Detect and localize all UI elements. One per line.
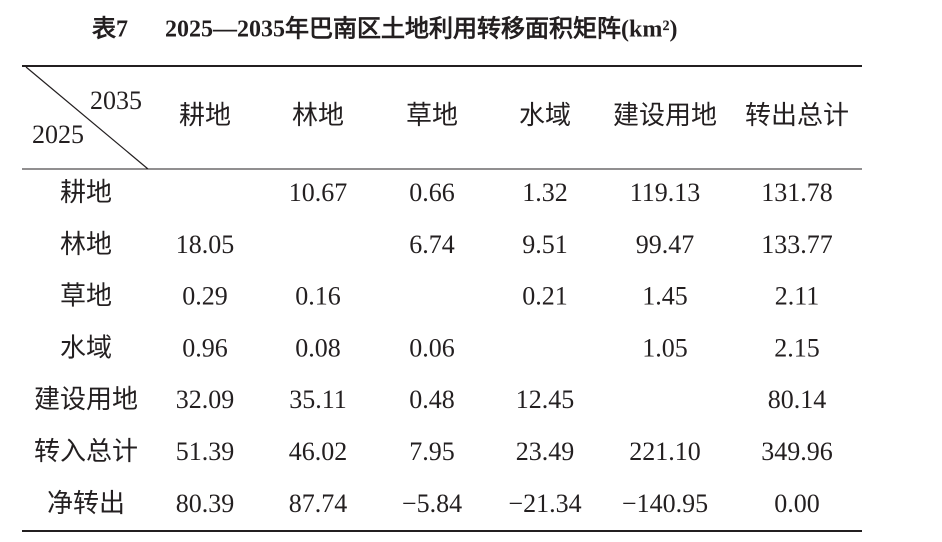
column-header: 草地 (406, 101, 458, 130)
table-cell: 0.06 (409, 333, 455, 362)
table-cell: 99.47 (636, 230, 695, 259)
table-cell: 87.74 (289, 489, 348, 518)
table-cell: 0.96 (182, 333, 228, 362)
row-header: 水域 (60, 333, 112, 362)
table-cell: 32.09 (176, 385, 235, 414)
row-header: 净转出 (47, 489, 125, 518)
table-cell: 7.95 (409, 437, 455, 466)
column-header: 建设用地 (613, 101, 717, 130)
table-cell: 221.10 (629, 437, 701, 466)
table-title: 2025—2035年巴南区土地利用转移面积矩阵(km²) (165, 15, 678, 43)
table-cell: 80.14 (768, 385, 827, 414)
table-cell: 6.74 (409, 230, 455, 259)
table-cell: −21.34 (508, 489, 581, 518)
corner-row-year: 2025 (32, 120, 84, 149)
column-header: 转出总计 (745, 101, 849, 130)
table-cell: 1.45 (642, 282, 688, 311)
table-cell: 1.32 (522, 178, 568, 207)
table-cell: 23.49 (516, 437, 575, 466)
table-cell: 2.15 (774, 333, 820, 362)
row-header: 耕地 (60, 178, 112, 207)
table-cell: 133.77 (761, 230, 833, 259)
table-cell: 0.08 (295, 333, 341, 362)
table-cell: 119.13 (630, 178, 701, 207)
table-label: 表7 (92, 16, 128, 43)
table-cell: 0.29 (182, 282, 228, 311)
table-cell: 0.16 (295, 282, 341, 311)
row-header: 建设用地 (34, 385, 138, 414)
table-cell: 0.21 (522, 282, 568, 311)
table-cell: 0.66 (409, 178, 455, 207)
table-cell: −5.84 (402, 489, 462, 518)
column-header: 水域 (519, 101, 571, 130)
column-header: 耕地 (179, 101, 231, 130)
table-cell: 12.45 (516, 385, 575, 414)
corner-diagonal (25, 66, 149, 170)
row-header: 林地 (60, 230, 112, 259)
table-cell: 35.11 (289, 385, 347, 414)
table-cell: 51.39 (176, 437, 235, 466)
table-cell: 10.67 (289, 178, 348, 207)
table-cell: 131.78 (761, 178, 833, 207)
column-header: 林地 (292, 101, 344, 130)
table-cell: 80.39 (176, 489, 235, 518)
table-cell: −140.95 (622, 489, 708, 518)
row-header: 草地 (60, 282, 112, 311)
row-header: 转入总计 (34, 437, 138, 466)
table-cell: 0.48 (409, 385, 455, 414)
corner-column-year: 2035 (90, 86, 142, 115)
table-cell: 18.05 (176, 230, 235, 259)
table-cell: 9.51 (522, 230, 568, 259)
table-cell: 2.11 (775, 282, 820, 311)
table-cell: 0.00 (774, 489, 820, 518)
table-cell: 46.02 (289, 437, 348, 466)
table-cell: 349.96 (761, 437, 833, 466)
table-cell: 1.05 (642, 333, 688, 362)
